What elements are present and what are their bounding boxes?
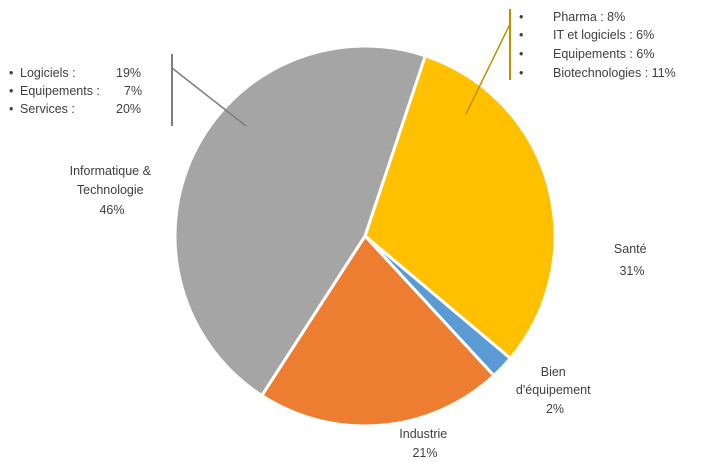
informatique-callout-leader [171, 67, 247, 127]
informatique-breakdown-callout: • Logiciels : 19% • Equipements : 7% • S… [9, 54, 247, 127]
pie-slice-industrie [260, 234, 496, 428]
slice-label-industrie-percent: 21% [412, 446, 437, 460]
slice-label-sante-name: Santé [614, 242, 647, 256]
slice-label-sante-percent: 31% [619, 264, 644, 278]
slice-label-informatique-line2: Technologie [77, 183, 144, 197]
slice-label-bien-line2: d'équipement [516, 383, 591, 397]
slice-label-informatique-percent: 46% [99, 203, 124, 217]
slice-label-industrie: Industrie 21% [399, 427, 450, 460]
informatique-item-equipements: • Equipements : 7% [9, 84, 142, 98]
sante-item-equipements: • Equipements : 6% [519, 47, 654, 61]
slice-label-bien-line1: Bien [541, 365, 566, 379]
pie-slice-sante [363, 54, 557, 360]
sante-callout-leader [465, 23, 511, 115]
sante-item-biotechnologies: • Biotechnologies : 11% [519, 66, 676, 80]
sante-breakdown-callout: • Pharma : 8% • IT et logiciels : 6% • E… [465, 9, 676, 115]
informatique-item-services: • Services : 20% [9, 102, 141, 116]
slice-label-bien-percent: 2% [546, 402, 564, 416]
slice-label-bien-equipement: Bien d'équipement 2% [516, 365, 594, 416]
sante-item-it-logiciels: • IT et logiciels : 6% [519, 28, 654, 42]
slice-label-informatique: Informatique & Technologie 46% [70, 164, 155, 217]
slice-label-informatique-line1: Informatique & [70, 164, 152, 178]
pie-slice-informatique-technologie [173, 44, 427, 398]
slice-label-industrie-name: Industrie [399, 427, 447, 441]
informatique-item-logiciels: • Logiciels : 19% [9, 66, 141, 80]
sante-item-pharma: • Pharma : 8% [519, 10, 625, 24]
pie-slices [173, 44, 557, 428]
slice-label-sante: Santé 31% [614, 242, 650, 278]
slice-labels: Santé 31% Bien d'équipement 2% Industrie… [70, 164, 650, 460]
